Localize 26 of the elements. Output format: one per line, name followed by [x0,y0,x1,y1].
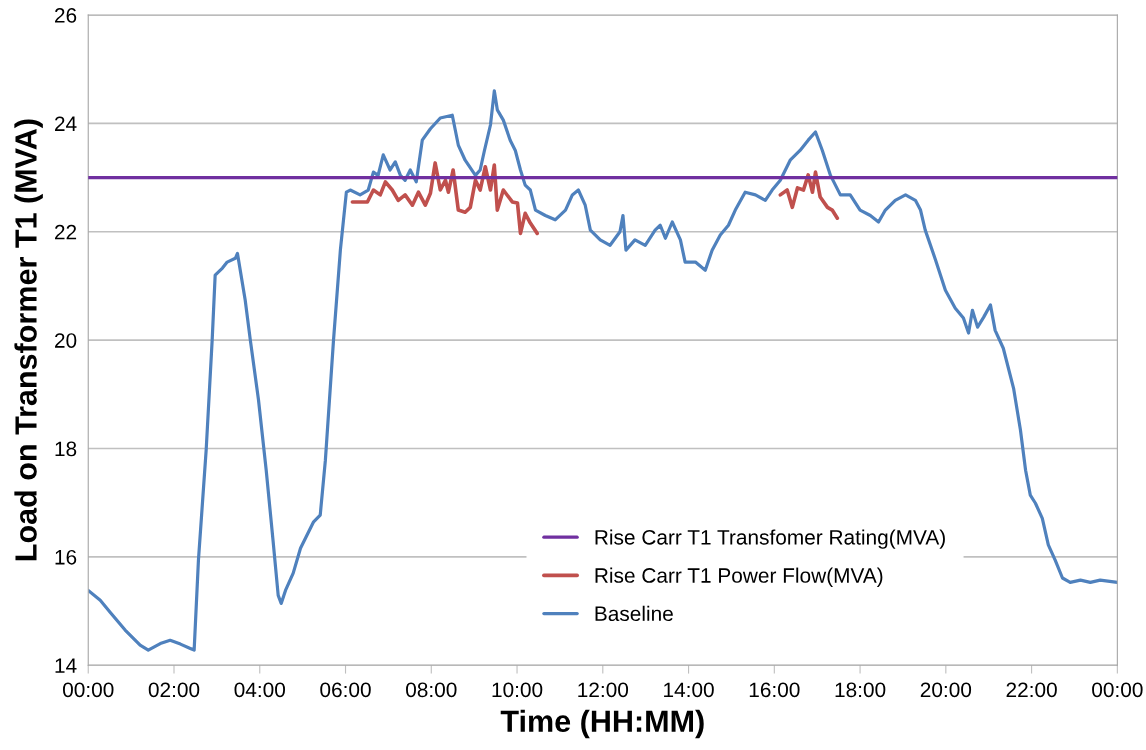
x-tick-label: 04:00 [234,682,286,698]
y-tick-label: 20 [55,333,77,348]
y-tick-label: 26 [55,8,77,23]
x-tick-label: 14:00 [664,682,714,698]
x-tick-label: 08:00 [406,682,457,698]
x-tick-label: 20:00 [920,682,972,698]
x-axis-title: Time (HH:MM) [500,709,704,739]
x-tick-label: 06:00 [320,682,371,698]
x-tick-label: 10:00 [492,682,543,698]
x-tick-label: 16:00 [749,682,800,698]
y-tick-label: 14 [55,658,77,673]
x-tick-label: 18:00 [835,682,886,698]
x-tick-label: 22:00 [1006,682,1057,698]
x-tick-label: 00:00 [62,682,114,698]
legend-label: Rise Carr T1 Transfomer Rating(MVA) [595,529,945,549]
legend-label: Baseline [595,605,673,622]
x-tick-label: 00:00 [1092,682,1143,698]
y-tick-label: 22 [55,224,77,240]
line-series [88,89,1118,652]
x-tick-label: 02:00 [148,682,200,698]
y-tick-label: 18 [55,441,77,457]
x-tick-label: 12:00 [578,682,629,698]
legend-label: Rise Carr T1 Power Flow(MVA) [595,567,883,587]
y-axis-title: Load on Transformer T1 (MVA) [14,119,43,561]
y-tick-label: 24 [55,116,77,131]
y-tick-label: 16 [55,549,77,565]
